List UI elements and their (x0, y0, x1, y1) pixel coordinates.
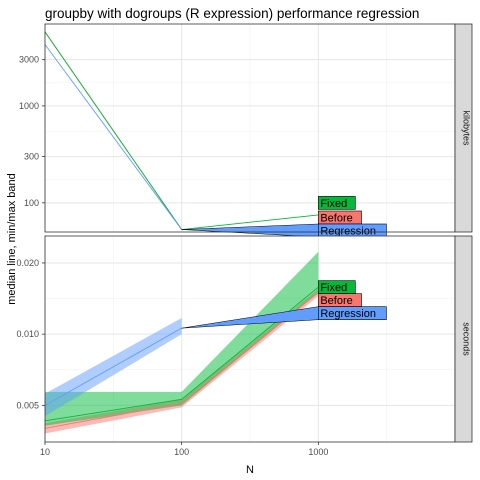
label-text-before: Before (320, 213, 352, 225)
facet-strip (454, 235, 473, 443)
label-text-regression: Regression (320, 226, 376, 238)
label-text-fixed: Fixed (320, 198, 347, 210)
y-axis-title: median line, min/max band (6, 173, 18, 304)
y-tick-label: 0.010 (16, 329, 39, 339)
y-tick-label: 300 (24, 152, 39, 162)
y-tick-label: 1000 (19, 101, 39, 111)
label-box-fixed (318, 196, 356, 210)
line-before (44, 292, 319, 429)
facet-strip (454, 23, 473, 233)
line-fixed (44, 286, 319, 422)
facet-strip-label: kilobytes (462, 110, 472, 146)
label-text-before: Before (320, 295, 352, 307)
x-axis-title: N (246, 464, 254, 476)
label-text-fixed: Fixed (320, 282, 347, 294)
x-tick-label: 100 (174, 447, 189, 457)
y-tick-label: 0.020 (16, 258, 39, 268)
label-text-regression: Regression (320, 308, 376, 320)
chart-title: groupby with dogroups (R expression) per… (45, 6, 419, 21)
y-tick-label: 100 (24, 198, 39, 208)
band-fixed (45, 251, 319, 426)
y-tick-label: 0.005 (16, 400, 39, 410)
label-box-regression (318, 306, 387, 320)
facet-strip-label: seconds (462, 322, 472, 356)
x-tick-label: 10 (40, 447, 50, 457)
x-tick-label: 1000 (308, 447, 328, 457)
line-regression (44, 44, 183, 230)
y-tick-label: 3000 (19, 55, 39, 65)
line-regression (44, 327, 182, 406)
